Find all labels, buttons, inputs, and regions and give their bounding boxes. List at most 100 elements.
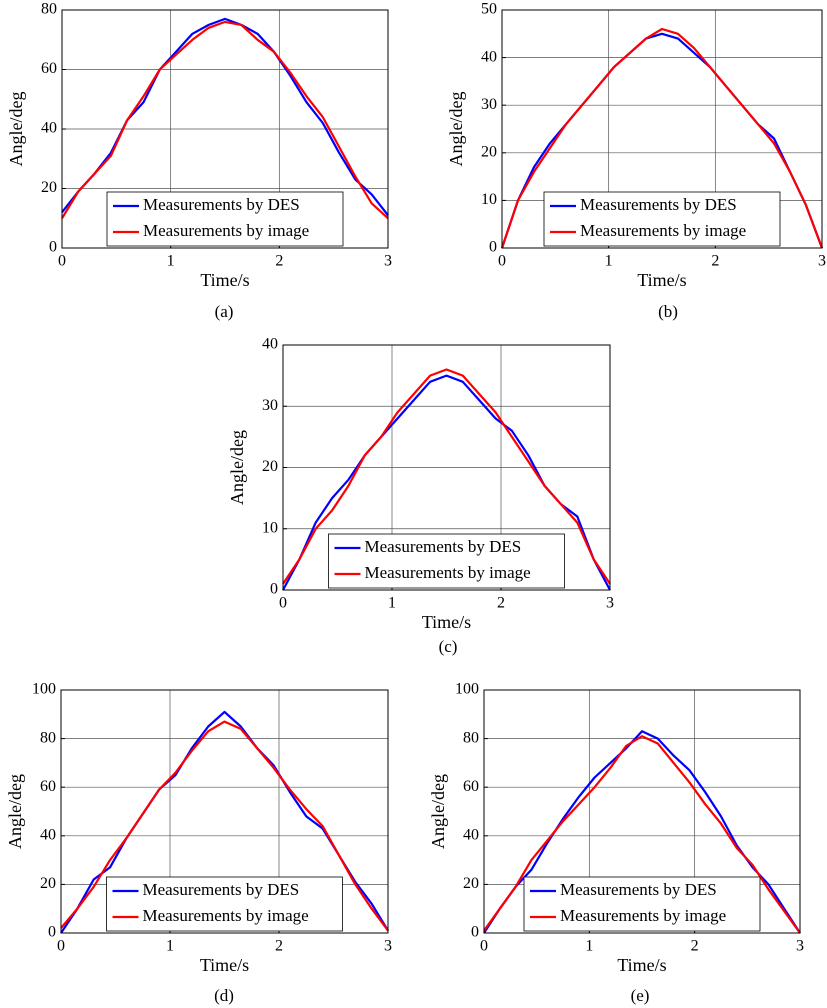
- x-tick-label: 0: [58, 253, 66, 270]
- plot-frame: [60, 689, 389, 934]
- legend-label: Measurements by DES: [580, 195, 737, 214]
- legend-label: Measurements by DES: [143, 880, 300, 899]
- x-tick-label: 3: [384, 253, 392, 270]
- y-tick-label: 60: [463, 778, 479, 795]
- data-line: [483, 735, 801, 934]
- plot-frame: [483, 689, 801, 934]
- chart: 0 1 2 3 0 20 40 60 80 Time/s Angle/deg (a) Measureme…: [6, 1, 392, 321]
- y-tick-label: 20: [40, 875, 56, 892]
- y-tick-label: 40: [463, 826, 479, 843]
- data-line: [500, 32, 824, 249]
- x-tick-label: 1: [585, 938, 593, 955]
- x-axis-label: Time/s: [422, 612, 471, 632]
- x-tick-label: 1: [166, 938, 174, 955]
- legend-label: Measurements by image: [560, 906, 726, 925]
- y-tick-label: 30: [481, 96, 497, 113]
- x-tick-label: 2: [691, 938, 699, 955]
- y-tick-label: 50: [481, 1, 497, 18]
- legend: Measurements by DES Measurements by image: [523, 876, 761, 932]
- x-tick-label: 1: [167, 253, 175, 270]
- legend-label: Measurements by image: [580, 221, 746, 240]
- plot-frame: [61, 9, 389, 249]
- y-tick-label: 80: [463, 729, 479, 746]
- legend: Measurements by DES Measurements by image: [543, 191, 781, 247]
- x-tick-label: 0: [57, 938, 65, 955]
- x-tick-label: 3: [818, 253, 826, 270]
- caption: (b): [658, 302, 678, 321]
- legend-box: [523, 876, 761, 932]
- legend-label: Measurements by DES: [560, 880, 717, 899]
- data-line: [61, 20, 389, 220]
- x-axis-label: Time/s: [200, 955, 249, 975]
- x-tick-label: 1: [605, 253, 613, 270]
- x-tick-label: 3: [606, 595, 614, 612]
- y-tick-label: 40: [41, 120, 57, 137]
- caption: (c): [439, 637, 458, 656]
- legend-box: [543, 191, 781, 247]
- y-tick-label: 0: [49, 239, 57, 256]
- legend-label: Measurements by image: [143, 906, 309, 925]
- y-tick-label: 0: [489, 239, 497, 256]
- x-tick-label: 2: [711, 253, 719, 270]
- legend-label: Measurements by image: [143, 221, 309, 240]
- legend-box: [106, 876, 343, 932]
- x-tick-label: 2: [497, 595, 505, 612]
- legend: Measurements by DES Measurements by image: [328, 533, 565, 589]
- y-tick-label: 30: [262, 397, 278, 414]
- data-line: [500, 27, 824, 249]
- y-tick-label: 20: [41, 179, 57, 196]
- x-axis-label: Time/s: [637, 270, 686, 290]
- y-axis-label: Angle/deg: [446, 92, 466, 167]
- legend-box: [106, 191, 344, 247]
- data-line: [60, 720, 389, 932]
- data-line: [282, 368, 611, 585]
- caption: (e): [631, 986, 650, 1005]
- y-tick-label: 20: [463, 875, 479, 892]
- plot-frame: [501, 9, 823, 249]
- y-axis-label: Angle/deg: [5, 774, 25, 849]
- y-tick-label: 40: [262, 336, 278, 353]
- y-tick-label: 0: [471, 924, 479, 941]
- legend-label: Measurements by DES: [143, 195, 300, 214]
- plot-frame: [282, 344, 611, 591]
- legend-label: Measurements by DES: [365, 537, 522, 556]
- x-tick-label: 0: [498, 253, 506, 270]
- chart: 0 1 2 301020304050Time/sAngle/deg(b)Measure…: [446, 1, 826, 321]
- y-axis-label: Angle/deg: [227, 430, 247, 505]
- y-tick-label: 60: [40, 778, 56, 795]
- x-tick-label: 3: [796, 938, 804, 955]
- y-tick-label: 0: [270, 581, 278, 598]
- y-tick-label: 40: [40, 826, 56, 843]
- legend: Measurements by DES Measurements by image: [106, 191, 344, 247]
- y-tick-label: 10: [481, 191, 497, 208]
- y-axis-label: Angle/deg: [428, 774, 448, 849]
- x-tick-label: 2: [275, 253, 283, 270]
- y-tick-label: 40: [481, 48, 497, 65]
- caption: (a): [215, 302, 234, 321]
- chart: 0 1 2 3010203040Time/sAngle/deg(c)Measureme…: [227, 336, 614, 656]
- x-tick-label: 0: [279, 595, 287, 612]
- chart: 0 1 2 3 0 20 40 60 80 100 Time/s Angle/deg (e) Measur…: [428, 681, 804, 1005]
- legend-label: Measurements by image: [365, 563, 531, 582]
- x-tick-label: 0: [480, 938, 488, 955]
- y-tick-label: 10: [262, 519, 278, 536]
- x-tick-label: 1: [388, 595, 396, 612]
- y-tick-label: 100: [32, 681, 56, 698]
- x-tick-label: 2: [275, 938, 283, 955]
- y-tick-label: 60: [41, 60, 57, 77]
- legend: Measurements by DES Measurements by image: [106, 876, 343, 932]
- x-axis-label: Time/s: [617, 955, 666, 975]
- caption: (d): [214, 986, 234, 1005]
- x-tick-label: 3: [384, 938, 392, 955]
- y-tick-label: 20: [262, 458, 278, 475]
- chart: 0 1 2 3 0 20 40 60 80 100 Time/s Angle/deg (d) Measur…: [5, 681, 392, 1005]
- y-tick-label: 100: [455, 681, 479, 698]
- y-axis-label: Angle/deg: [6, 92, 26, 167]
- y-tick-label: 20: [481, 143, 497, 160]
- y-tick-label: 80: [40, 729, 56, 746]
- y-tick-label: 0: [48, 924, 56, 941]
- y-tick-label: 80: [41, 1, 57, 18]
- x-axis-label: Time/s: [200, 270, 249, 290]
